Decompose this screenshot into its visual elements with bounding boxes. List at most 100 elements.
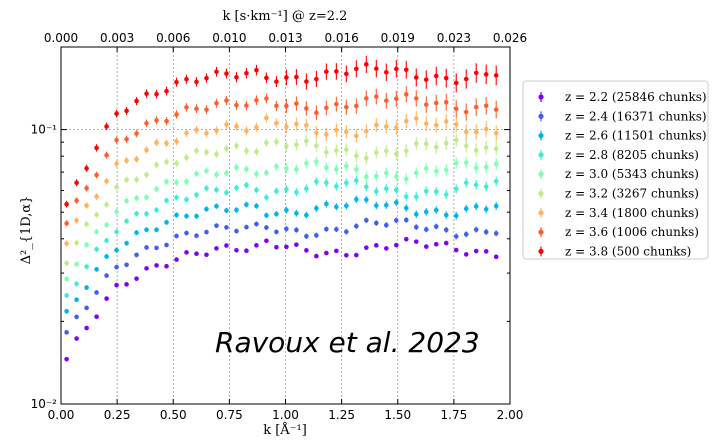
data-point — [64, 201, 69, 207]
data-point — [423, 188, 429, 194]
data-point — [204, 168, 209, 174]
top-tick-label: 0.013 — [268, 31, 302, 45]
top-tick-label: 0.019 — [381, 31, 415, 45]
data-point — [473, 148, 479, 153]
legend-label: z = 2.8 (8205 chunks) — [565, 148, 699, 162]
data-point — [64, 241, 69, 246]
data-point — [284, 226, 289, 232]
data-point — [493, 107, 499, 112]
data-point — [393, 66, 399, 72]
data-point — [334, 69, 339, 74]
data-point — [74, 314, 79, 320]
data-point — [104, 296, 109, 301]
data-point — [393, 174, 399, 179]
data-point — [64, 260, 69, 266]
data-point — [154, 118, 159, 123]
data-point — [254, 171, 259, 177]
data-point — [384, 124, 389, 129]
data-point — [184, 179, 189, 184]
data-point — [483, 249, 489, 254]
data-point — [144, 147, 149, 153]
data-point — [364, 217, 369, 223]
data-point — [463, 129, 469, 135]
data-point — [364, 197, 369, 203]
data-point — [443, 167, 449, 173]
data-point — [443, 240, 449, 246]
data-point — [294, 101, 299, 106]
data-point — [174, 161, 179, 166]
data-point — [433, 100, 439, 106]
data-point — [364, 245, 369, 250]
data-point — [84, 285, 89, 290]
legend-box — [522, 80, 709, 260]
data-point — [164, 220, 169, 225]
data-point — [214, 128, 219, 133]
data-point — [284, 244, 289, 250]
data-point — [304, 248, 309, 253]
data-point — [244, 128, 249, 134]
data-point — [443, 119, 449, 124]
data-point — [254, 67, 259, 73]
data-point — [314, 179, 319, 184]
data-point — [413, 75, 419, 80]
data-point — [393, 218, 399, 223]
data-point — [483, 103, 489, 109]
data-point — [104, 152, 109, 158]
data-point — [264, 238, 269, 244]
data-point — [493, 254, 499, 260]
data-point — [94, 267, 99, 272]
data-point — [204, 107, 209, 112]
data-point — [354, 252, 359, 258]
data-point — [194, 148, 199, 153]
data-point — [274, 229, 279, 235]
data-point — [64, 308, 69, 314]
legend-marker — [538, 171, 544, 177]
data-point — [214, 246, 219, 251]
data-point — [453, 247, 459, 253]
data-point — [443, 227, 449, 233]
data-point — [144, 120, 149, 126]
data-point — [224, 190, 229, 195]
data-point — [433, 207, 439, 213]
data-point — [264, 225, 269, 230]
data-point — [413, 211, 419, 217]
data-point — [184, 76, 189, 82]
data-point — [154, 162, 159, 168]
data-point — [413, 116, 419, 121]
data-point — [374, 66, 379, 71]
data-point — [463, 160, 469, 165]
series-group — [64, 86, 499, 227]
top-tick-label: 0.016 — [324, 31, 358, 45]
data-point — [224, 98, 229, 103]
data-point — [204, 185, 209, 191]
top-tick-label: 0.010 — [212, 31, 246, 45]
x-tick-label: 2.00 — [497, 408, 524, 422]
data-point — [284, 124, 289, 130]
data-point — [234, 185, 239, 191]
data-point — [144, 266, 149, 271]
data-point — [124, 262, 129, 268]
data-point — [423, 141, 429, 147]
data-point — [384, 98, 389, 103]
data-point — [234, 247, 239, 253]
data-point — [493, 203, 499, 209]
data-point — [264, 195, 269, 200]
legend-label: z = 2.6 (11501 chunks) — [565, 129, 707, 143]
data-point — [433, 122, 439, 128]
data-point — [304, 186, 309, 191]
data-point — [104, 124, 109, 129]
data-point — [314, 143, 319, 149]
data-point — [114, 229, 119, 235]
data-point — [433, 168, 439, 174]
series-group — [64, 176, 499, 298]
data-point — [374, 173, 379, 179]
data-point — [364, 155, 369, 161]
data-point — [304, 138, 309, 144]
data-point — [423, 227, 429, 232]
data-point — [144, 227, 149, 233]
x-tick-label: 1.00 — [272, 408, 299, 422]
data-point — [234, 102, 239, 108]
data-point — [483, 145, 489, 150]
data-point — [304, 79, 309, 84]
y-axis-label: Δ²_{1D,α} — [19, 196, 34, 265]
